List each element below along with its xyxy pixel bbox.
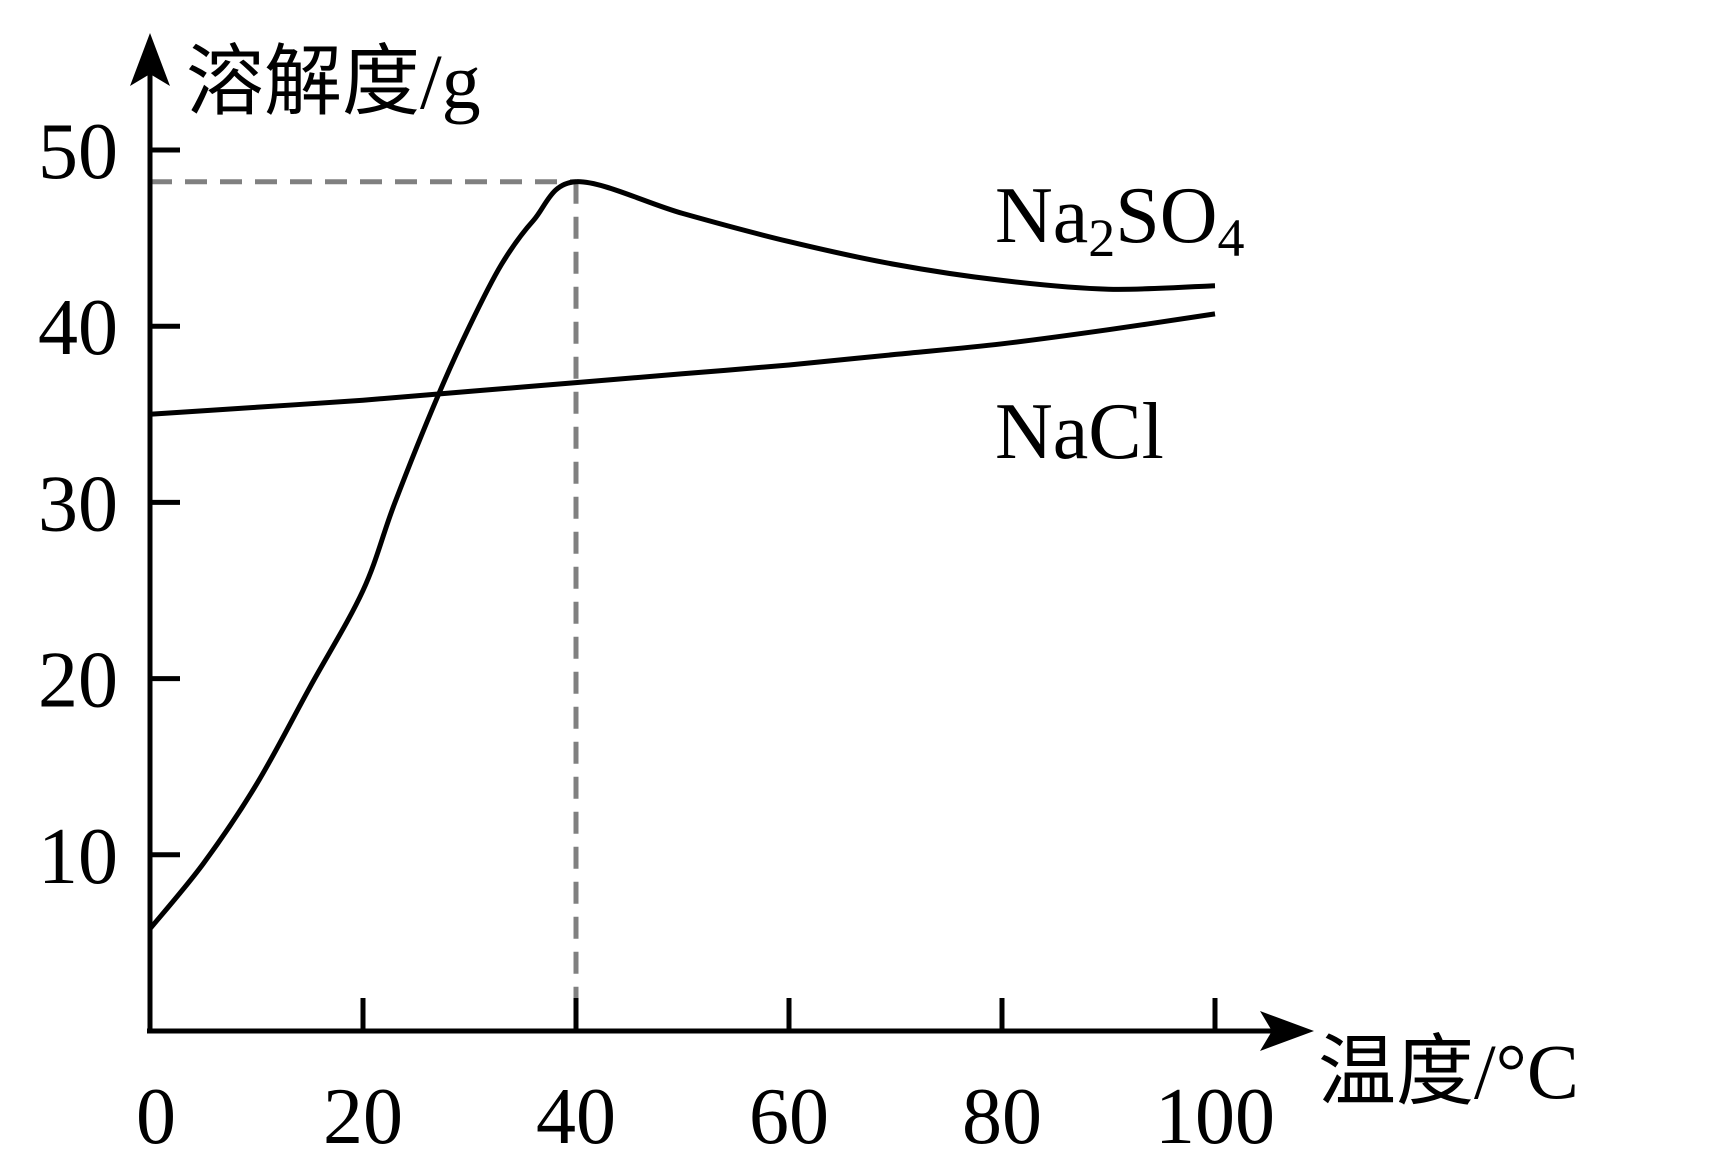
ticks [150, 147, 1218, 1031]
x-axis-arrow [1260, 1011, 1314, 1051]
y-tick-label-30: 30 [38, 460, 118, 548]
series-lines [148, 179, 1216, 931]
y-axis-title: 溶解度/g [186, 38, 481, 125]
x-tick-label-20: 20 [323, 1073, 403, 1155]
series-label-na2so4: Na2SO4 [995, 172, 1245, 268]
y-tick-label-20: 20 [38, 637, 118, 725]
reference-lines [150, 179, 579, 1031]
y-tick-label-50: 50 [38, 108, 118, 196]
y-tick-label-10: 10 [38, 813, 118, 901]
x-tick-label-40: 40 [536, 1073, 616, 1155]
axes [130, 33, 1314, 1051]
x-tick-label-60: 60 [749, 1073, 829, 1155]
tick-labels: 0 20 40 60 80 100 10 20 30 40 50 [38, 108, 1275, 1155]
x-tick-label-80: 80 [962, 1073, 1042, 1155]
series-label-nacl: NaCl [995, 388, 1164, 476]
y-tick-label-40: 40 [38, 284, 118, 372]
x-tick-label-0: 0 [136, 1073, 176, 1155]
x-axis-title: 温度/°C [1318, 1028, 1579, 1115]
series-line-na2so4 [148, 179, 1216, 931]
y-axis-arrow [130, 33, 170, 86]
x-tick-label-100: 100 [1155, 1073, 1275, 1155]
series-line-nacl [149, 311, 1216, 417]
